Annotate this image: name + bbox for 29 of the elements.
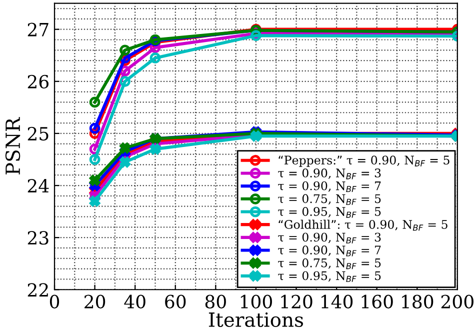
x-tick-label: 180 — [402, 294, 434, 308]
x-tick-label: 160 — [362, 294, 393, 308]
legend-label: τ = 0.90, N$_{BF}$ = 3 — [278, 232, 381, 244]
x-tick-label: 100 — [240, 294, 272, 308]
legend-label: τ = 0.95, N$_{BF}$ = 5 — [278, 207, 381, 218]
y-tick-label: 24 — [28, 178, 49, 192]
x-tick-label: 80 — [205, 294, 226, 308]
x-axis-title: Iterations — [208, 312, 304, 328]
legend-label: τ = 0.90, N$_{BF}$ = 3 — [278, 168, 381, 180]
x-tick-label: 200 — [441, 294, 474, 308]
x-tick-label: 60 — [165, 294, 186, 308]
y-tick-label: 26 — [28, 74, 49, 89]
legend-label: “Peppers:” τ = 0.90, N$_{BF}$ = 5 — [278, 156, 450, 167]
y-tick-label: 27 — [28, 22, 48, 36]
legend-label: τ = 0.95, N$_{BF}$ = 5 — [278, 271, 381, 282]
x-tick-label: 120 — [281, 294, 312, 308]
x-tick-label: 140 — [322, 294, 353, 308]
y-tick-label: 25 — [28, 126, 48, 141]
x-tick-label: 40 — [124, 294, 146, 308]
legend-label: τ = 0.90, N$_{BF}$ = 7 — [278, 181, 381, 192]
legend-label: τ = 0.75, N$_{BF}$ = 5 — [278, 194, 381, 205]
y-axis-title: PSNR — [5, 116, 20, 174]
legend-label: τ = 0.75, N$_{BF}$ = 5 — [278, 258, 381, 270]
legend-label: τ = 0.90, N$_{BF}$ = 7 — [278, 246, 381, 256]
x-tick-label: 0 — [50, 294, 60, 308]
y-tick-label: 23 — [28, 231, 48, 245]
x-tick-label: 20 — [84, 294, 106, 308]
legend-label: “Goldhill”: τ = 0.90, N$_{BF}$ = 5 — [278, 220, 448, 231]
y-tick-label: 22 — [28, 283, 48, 296]
